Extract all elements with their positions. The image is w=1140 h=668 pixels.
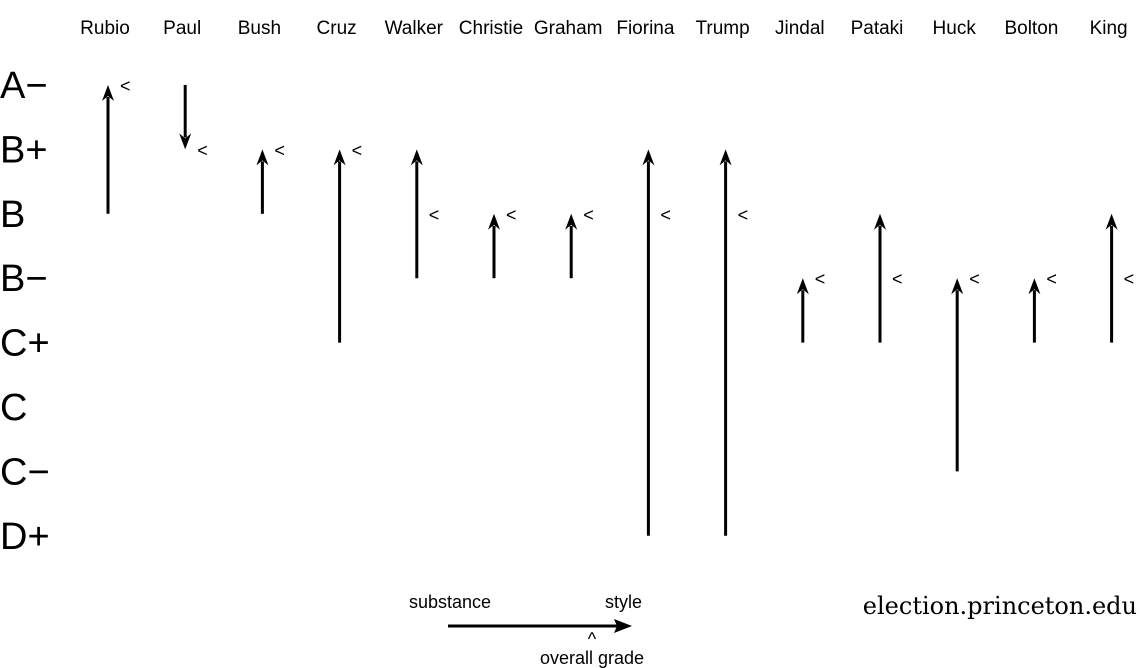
candidate-name: Jindal bbox=[775, 18, 825, 39]
grade-label: C+ bbox=[0, 323, 50, 365]
arrowhead bbox=[565, 213, 578, 230]
legend: substance style ^ overall grade bbox=[409, 592, 644, 668]
arrowhead bbox=[642, 149, 655, 166]
candidate-name: Trump bbox=[695, 18, 749, 39]
legend-style-label: style bbox=[605, 592, 642, 612]
arrowhead bbox=[179, 133, 192, 150]
candidate-name: Paul bbox=[163, 18, 201, 39]
overall-grade-marker: < bbox=[815, 269, 826, 289]
candidate-name: Bolton bbox=[1004, 18, 1058, 39]
overall-grade-marker: < bbox=[660, 205, 671, 225]
candidate-arrows bbox=[102, 85, 1118, 536]
candidate-name: Walker bbox=[385, 18, 444, 39]
overall-grade-marker: < bbox=[506, 205, 517, 225]
source-credit: election.princeton.edu bbox=[863, 592, 1137, 620]
grade-label: C bbox=[0, 387, 27, 429]
legend-overall-label: overall grade bbox=[540, 648, 644, 668]
candidate-name: Cruz bbox=[317, 18, 357, 39]
overall-grade-marker: < bbox=[892, 269, 903, 289]
legend-arrowhead bbox=[614, 619, 632, 633]
candidate-name: Pataki bbox=[851, 18, 904, 39]
overall-grade-marker: < bbox=[274, 140, 285, 160]
overall-grade-marker: < bbox=[429, 205, 440, 225]
arrowhead bbox=[410, 149, 423, 166]
arrowhead bbox=[333, 149, 346, 166]
legend-substance-label: substance bbox=[409, 592, 491, 612]
overall-grade-marker: < bbox=[197, 140, 208, 160]
overall-grade-markers: < < < < < < < < < < < < < < bbox=[120, 76, 1134, 289]
candidate-name: Christie bbox=[459, 18, 523, 39]
overall-grade-marker: < bbox=[1124, 269, 1135, 289]
overall-grade-marker: < bbox=[352, 140, 363, 160]
arrowhead bbox=[796, 278, 809, 295]
overall-grade-marker: < bbox=[583, 205, 594, 225]
grade-label: C− bbox=[0, 451, 50, 493]
arrowhead bbox=[951, 278, 964, 295]
grade-label: B− bbox=[0, 258, 48, 300]
grade-label: B+ bbox=[0, 129, 48, 171]
grade-axis: A− B+ B B− C+ C C− D+ bbox=[0, 65, 50, 558]
arrowhead bbox=[1105, 213, 1118, 230]
arrowhead bbox=[719, 149, 732, 166]
candidate-name: Fiorina bbox=[616, 18, 675, 39]
arrowhead bbox=[488, 213, 500, 230]
arrowhead bbox=[256, 149, 269, 166]
overall-grade-marker: < bbox=[738, 205, 749, 225]
arrowhead bbox=[102, 85, 114, 101]
candidate-name: Huck bbox=[933, 18, 977, 39]
candidate-name: Rubio bbox=[80, 18, 130, 39]
arrowhead bbox=[1028, 278, 1041, 295]
candidate-name-row: Rubio Paul Bush Cruz Walker Christie Graham Fio… bbox=[80, 18, 1127, 39]
candidate-name: Bush bbox=[238, 18, 281, 39]
grade-label: A− bbox=[0, 65, 48, 107]
overall-grade-marker: < bbox=[120, 76, 131, 96]
overall-grade-marker: < bbox=[1046, 269, 1057, 289]
overall-grade-marker: < bbox=[969, 269, 980, 289]
candidate-name: Graham bbox=[534, 18, 603, 39]
grade-label: B bbox=[0, 194, 25, 236]
arrowhead bbox=[874, 213, 886, 230]
grade-label: D+ bbox=[0, 516, 50, 558]
legend-caret: ^ bbox=[588, 629, 597, 649]
candidate-name: King bbox=[1090, 18, 1128, 39]
